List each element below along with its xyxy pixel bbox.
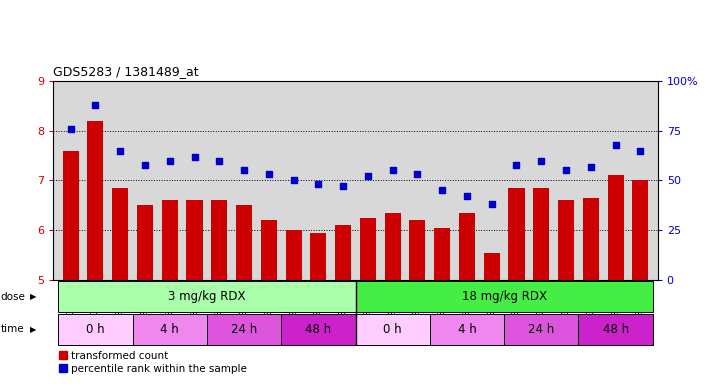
Bar	[310, 233, 326, 384]
Bar	[236, 205, 252, 384]
Bar	[385, 213, 401, 384]
Bar	[281, 314, 356, 345]
Bar	[87, 121, 104, 384]
Bar	[356, 314, 430, 345]
Bar	[335, 225, 351, 384]
Bar	[607, 175, 624, 384]
Bar	[360, 218, 376, 384]
Bar	[112, 188, 128, 384]
Point	[535, 157, 547, 164]
Bar	[132, 314, 207, 345]
Text: ▶: ▶	[30, 292, 36, 301]
Bar	[533, 188, 550, 384]
Point	[114, 147, 126, 154]
Point	[238, 167, 250, 174]
Point	[585, 164, 597, 170]
Text: time: time	[1, 324, 24, 334]
Point	[313, 181, 324, 187]
Point	[412, 171, 423, 177]
Text: 48 h: 48 h	[305, 323, 331, 336]
Text: 0 h: 0 h	[86, 323, 105, 336]
Point	[486, 201, 498, 207]
Text: 24 h: 24 h	[528, 323, 555, 336]
Text: 0 h: 0 h	[383, 323, 402, 336]
Point	[610, 141, 621, 147]
Point	[437, 187, 448, 194]
Bar	[58, 314, 132, 345]
Text: 4 h: 4 h	[161, 323, 179, 336]
Bar	[583, 198, 599, 384]
Bar	[63, 151, 79, 384]
Bar	[632, 180, 648, 384]
Point	[288, 177, 299, 184]
Point	[213, 157, 225, 164]
Text: 24 h: 24 h	[231, 323, 257, 336]
Point	[90, 101, 101, 108]
Text: 48 h: 48 h	[602, 323, 629, 336]
Legend: transformed count, percentile rank within the sample: transformed count, percentile rank withi…	[58, 351, 247, 374]
Bar	[161, 200, 178, 384]
Point	[387, 167, 398, 174]
Bar	[430, 314, 504, 345]
Text: GDS5283 / 1381489_at: GDS5283 / 1381489_at	[53, 65, 199, 78]
Point	[189, 154, 201, 160]
Text: dose: dose	[1, 291, 26, 302]
Point	[164, 157, 176, 164]
Point	[560, 167, 572, 174]
Text: 18 mg/kg RDX: 18 mg/kg RDX	[461, 290, 547, 303]
Point	[139, 161, 151, 167]
Point	[635, 147, 646, 154]
Bar	[558, 200, 574, 384]
Text: 4 h: 4 h	[458, 323, 476, 336]
Point	[362, 174, 373, 180]
Bar	[286, 230, 301, 384]
Bar	[579, 314, 653, 345]
Point	[65, 126, 76, 132]
Bar	[434, 228, 450, 384]
Bar	[207, 314, 281, 345]
Bar	[356, 281, 653, 312]
Bar	[410, 220, 425, 384]
Text: 3 mg/kg RDX: 3 mg/kg RDX	[168, 290, 245, 303]
Text: ▶: ▶	[30, 325, 36, 334]
Bar	[137, 205, 153, 384]
Bar	[459, 213, 475, 384]
Point	[510, 161, 522, 167]
Bar	[261, 220, 277, 384]
Point	[338, 184, 349, 190]
Point	[263, 171, 274, 177]
Bar	[58, 281, 356, 312]
Bar	[483, 253, 500, 384]
Bar	[186, 200, 203, 384]
Bar	[211, 200, 228, 384]
Point	[461, 194, 473, 200]
Bar	[504, 314, 579, 345]
Bar	[508, 188, 525, 384]
